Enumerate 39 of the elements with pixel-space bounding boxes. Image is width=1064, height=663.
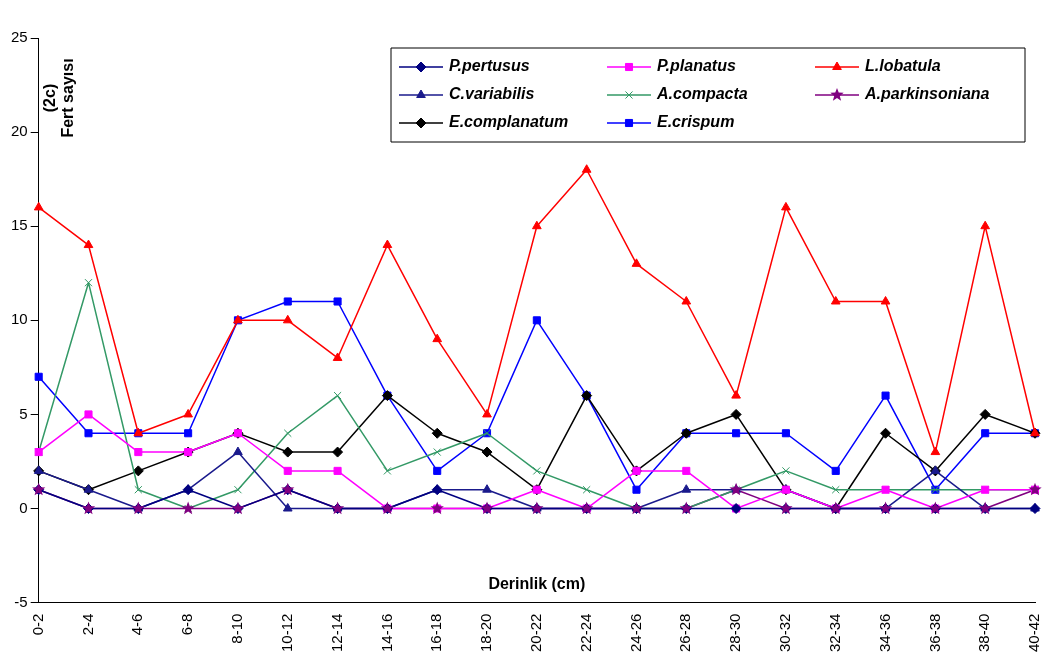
y-tick-label: 25 [11, 28, 28, 46]
legend-label: E.complanatum [449, 113, 569, 131]
x-tick-label: 34-36 [875, 613, 893, 653]
x-tick-label: 4-6 [128, 613, 146, 636]
x-tick-label: 12-14 [327, 613, 345, 653]
x-tick-label: 0-2 [28, 613, 46, 636]
y-tick-label: 15 [11, 216, 28, 234]
x-tick-label: 40-42 [1025, 613, 1043, 653]
x-tick-label: 20-22 [526, 613, 544, 653]
x-tick-label: 18-20 [477, 613, 495, 653]
x-tick-label: 8-10 [228, 613, 246, 644]
x-tick-label: 32-34 [825, 613, 843, 653]
y-tick-label: 0 [19, 498, 28, 516]
x-tick-label: 6-8 [178, 613, 196, 636]
legend-label: A.compacta [656, 85, 748, 103]
legend-label: A.parkinsoniana [864, 85, 990, 103]
legend-label: L.lobatula [865, 57, 941, 75]
y-tick-label: 5 [19, 404, 28, 422]
x-tick-label: 10-12 [277, 613, 295, 653]
x-tick-label: 30-32 [776, 613, 794, 653]
legend-label: P.pertusus [449, 57, 530, 75]
x-tick-label: 24-26 [626, 613, 644, 653]
legend-label: E.crispum [657, 113, 735, 131]
y-tick-label: 20 [11, 122, 28, 140]
y-tick-label: -5 [14, 592, 28, 610]
legend-label: C.variabilis [449, 85, 535, 103]
x-tick-label: 28-30 [726, 613, 744, 653]
x-axis-title: Derinlik (cm) [488, 575, 586, 593]
y-axis-title: Fert sayısı [59, 58, 77, 138]
x-tick-label: 22-24 [576, 613, 594, 653]
x-tick-label: 26-28 [676, 613, 694, 653]
x-tick-label: 14-16 [377, 613, 395, 653]
annotation: (2c) [41, 83, 59, 113]
legend-label: P.planatus [657, 57, 736, 75]
x-tick-label: 36-38 [925, 613, 943, 653]
x-tick-label: 38-40 [975, 613, 993, 653]
x-tick-label: 16-18 [427, 613, 445, 653]
x-tick-label: 2-4 [78, 613, 96, 636]
y-tick-label: 10 [11, 310, 28, 328]
